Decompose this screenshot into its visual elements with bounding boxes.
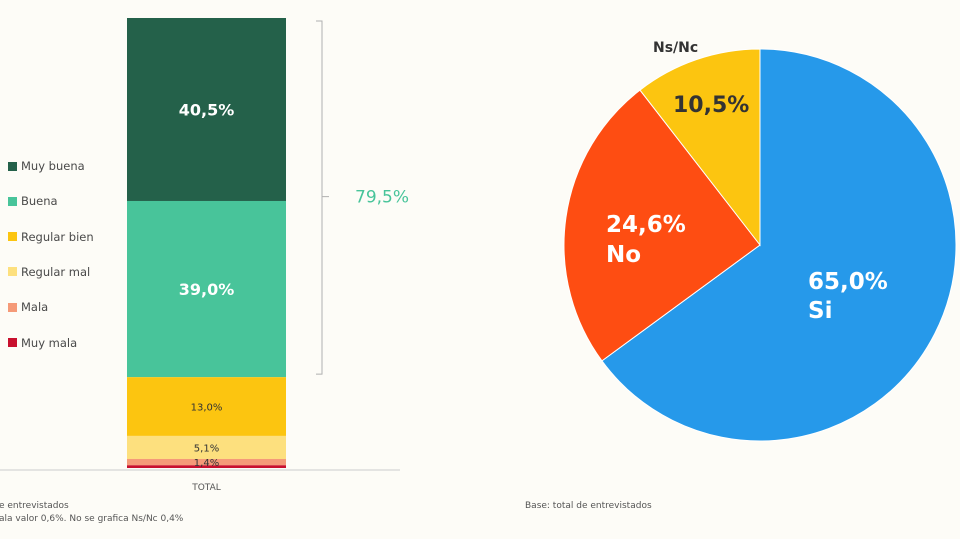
bar-segment-regular-bien [127,377,286,436]
pie-value-label: 24,6% [606,212,686,238]
legend-label: Muy buena [21,159,85,173]
pie-value-label: 65,0% [808,269,888,295]
legend-item: Muy buena [8,159,85,173]
pie-name-label: Ns/Nc [653,40,698,56]
legend-label: Regular bien [21,229,94,244]
bar-segment-buena [127,200,286,378]
legend-item: Mala [8,300,48,314]
legend-item: Regular mal [8,265,90,279]
legend-swatch [8,196,17,206]
bar-data-label: 5,1% [194,443,219,454]
legend-swatch [8,302,17,312]
bar-segment-muy-buena [127,18,286,201]
bar-data-label: 1,4% [194,458,219,469]
pie-name-label: Si [808,298,832,324]
legend-item: Muy mala [8,336,77,350]
legend-label: Mala [21,300,49,315]
bar-data-label: 40,5% [179,100,235,119]
bar-segment-muy-mala [127,465,286,468]
x-tick-label: TOTAL [191,483,221,493]
legend-item: Regular bien [8,230,94,244]
bracket-label: 79,5% [355,188,409,208]
bar-segment-regular-mal [127,435,286,459]
pie-slice-si [601,48,957,442]
legend-label: Buena [21,194,58,209]
bar-data-label: 13,0% [191,403,223,414]
legend-label: Muy mala [21,335,78,350]
legend-swatch [8,161,17,171]
bar-footnote-1: e entrevistados [0,501,69,511]
bracket [316,20,329,375]
pie-slice-ns-nc [639,48,761,247]
pie-footnote: Base: total de entrevistados [525,501,652,511]
pie-value-label: 10,5% [673,93,749,118]
bar-footnote-2: ala valor 0,6%. No se grafica Ns/Nc 0,4% [0,514,184,524]
legend-swatch [8,338,17,347]
legend-label: Regular mal [21,264,91,279]
pie-name-label: No [606,242,641,268]
stacked-bar-chart: 40,5% 39,0% 13,0% 5,1% 1,4% TOTAL 79,5% [0,18,409,493]
bar-data-label: 39,0% [179,280,235,299]
legend-item: Buena [8,194,58,208]
legend-swatch [8,232,17,242]
bar-segment-mala [127,458,286,466]
pie-slice-no [563,89,761,362]
legend-swatch [8,267,17,277]
pie-chart: 65,0% Si 24,6% No 10,5% Ns/Nc [563,40,957,442]
